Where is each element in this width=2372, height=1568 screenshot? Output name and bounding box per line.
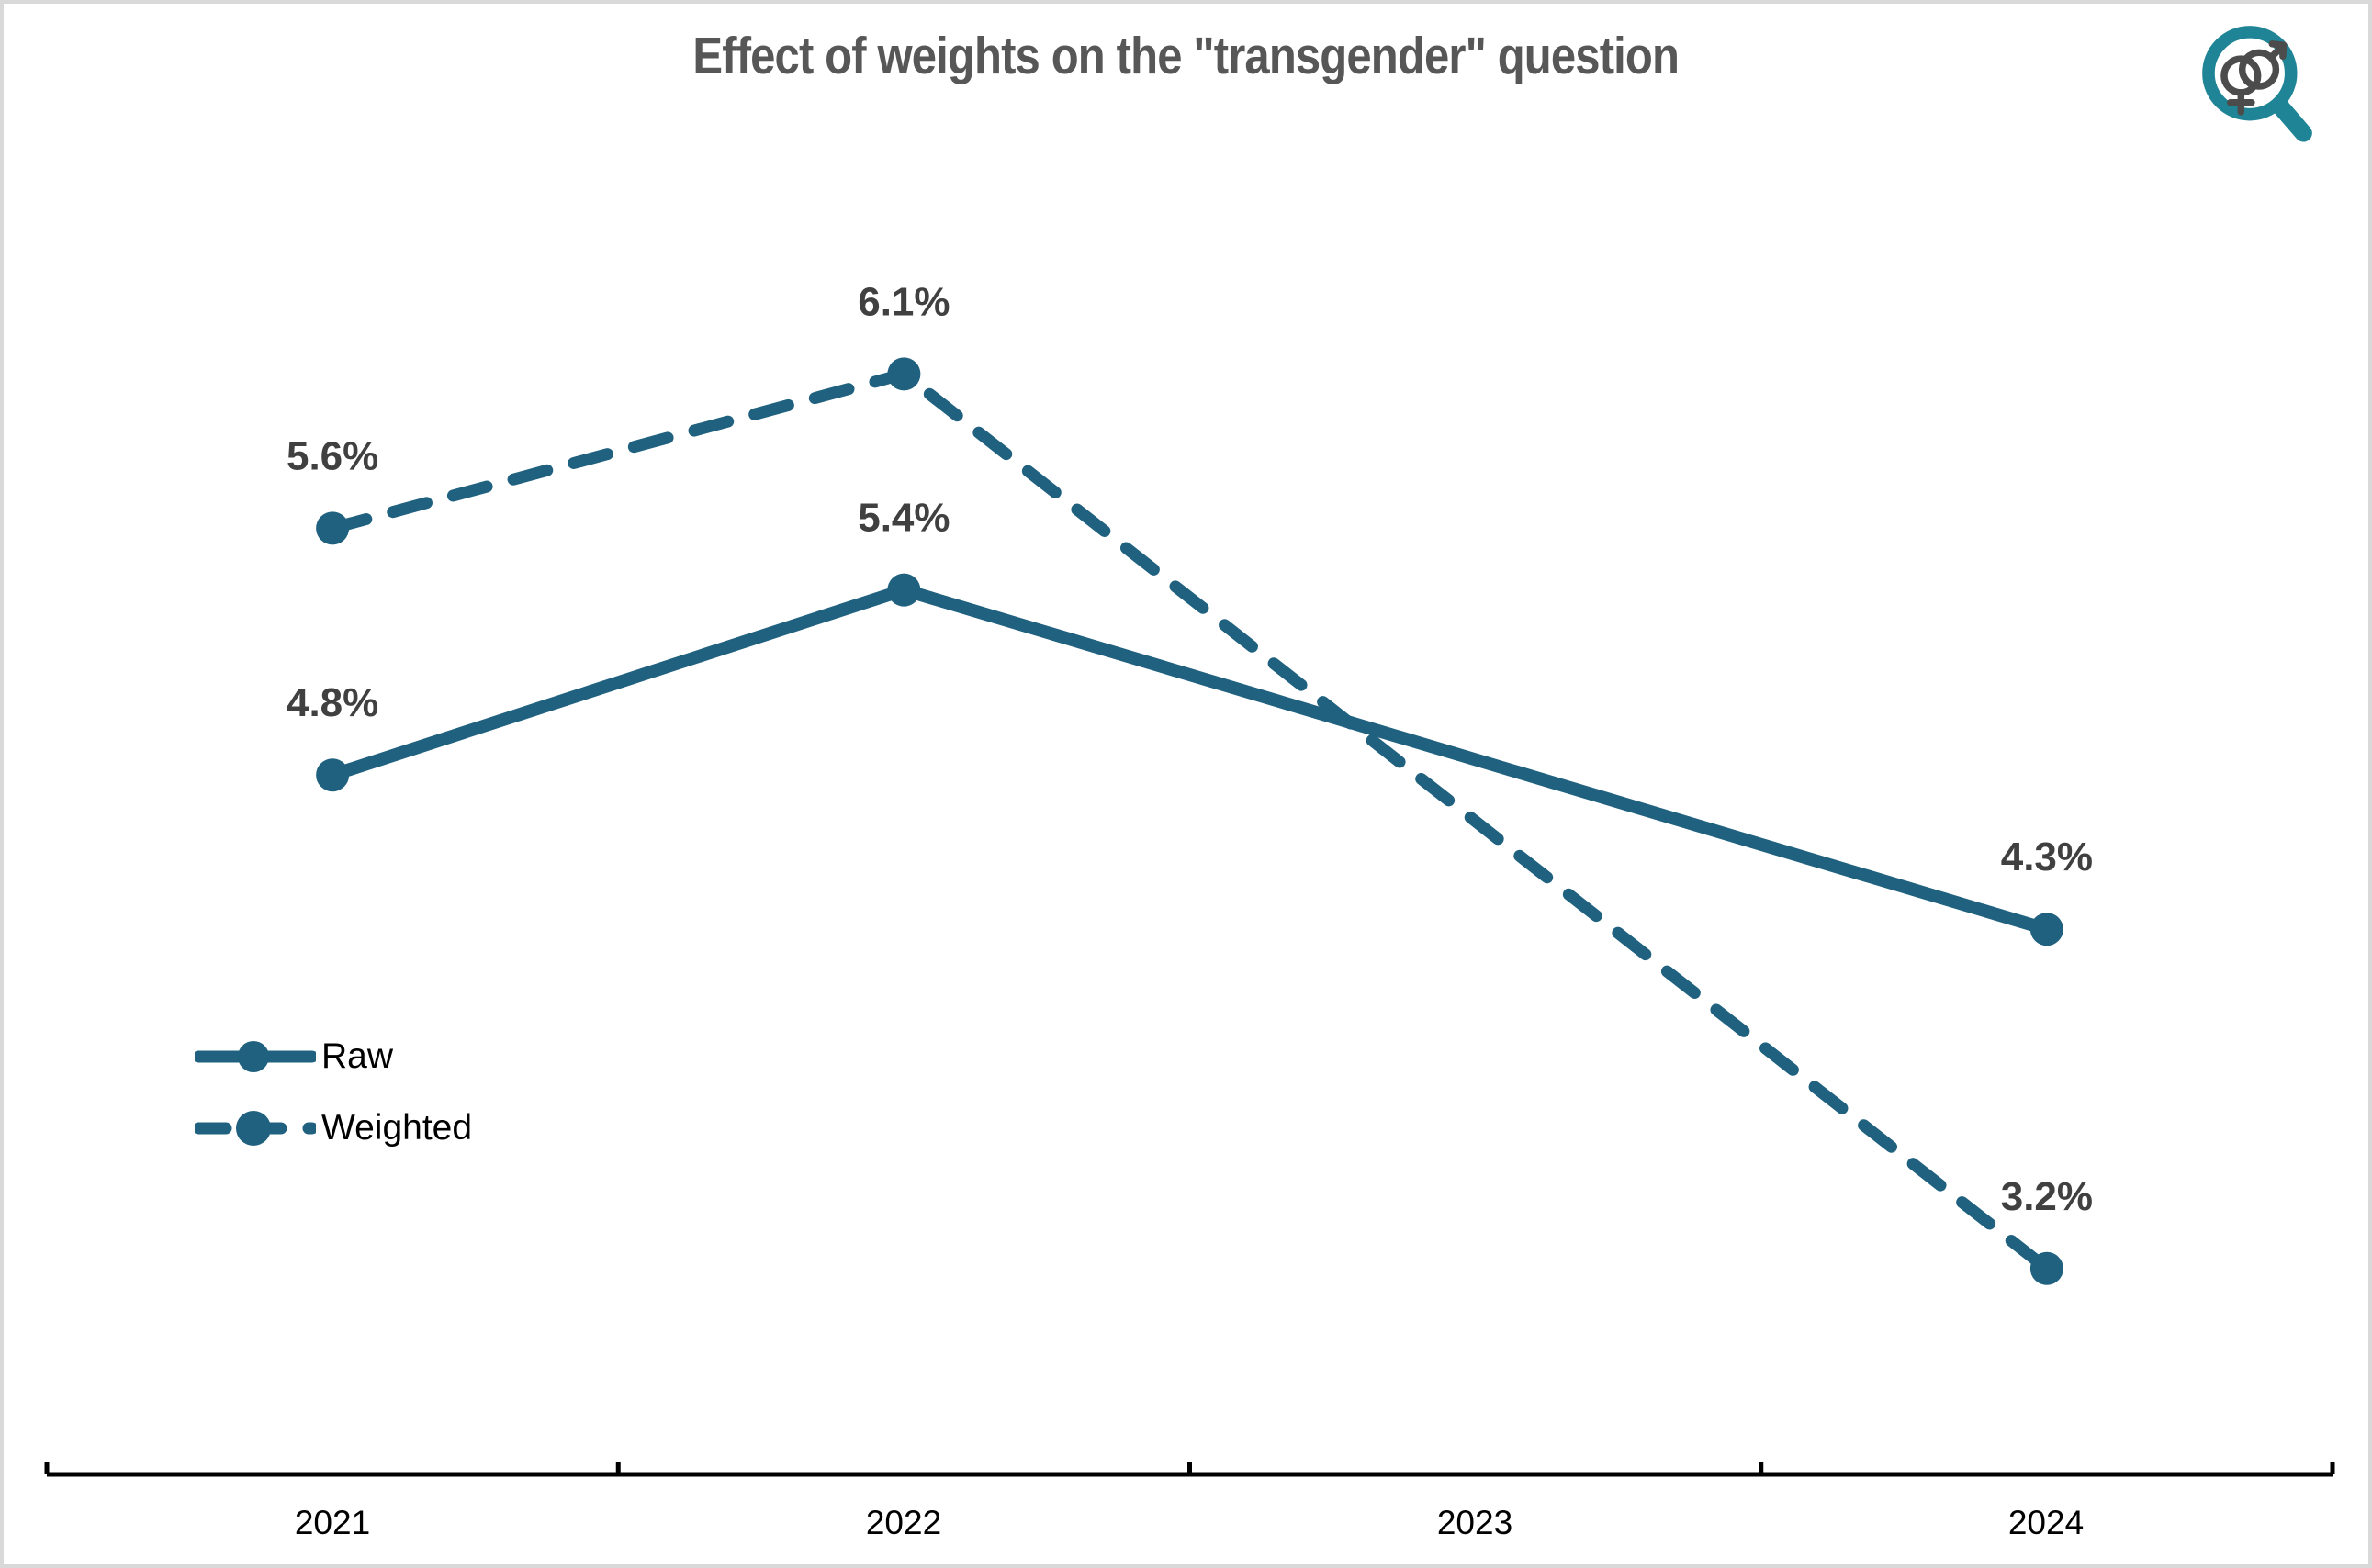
series-weighted-marker: [2029, 1251, 2063, 1285]
legend: Raw Weighted: [195, 1036, 472, 1149]
x-axis: [44, 1462, 2335, 1477]
magnifier-icon: [2202, 26, 2312, 142]
gender-magnifier-logo-icon: [2202, 26, 2312, 142]
page-title: Effect of weights on the "transgender" q…: [4, 26, 2368, 86]
data-label: 5.6%: [287, 433, 378, 478]
series-weighted-marker: [316, 511, 350, 545]
data-label: 5.4%: [858, 496, 950, 541]
x-axis-label-2024: 2024: [2007, 1504, 2085, 1541]
series-raw: 4.8% 5.4% 4.3%: [287, 496, 2093, 946]
data-label: 4.3%: [2001, 834, 2093, 879]
x-axis-label-2022: 2022: [865, 1504, 942, 1541]
data-label: 3.2%: [2001, 1174, 2093, 1219]
data-label: 6.1%: [858, 279, 950, 324]
series-raw-marker: [316, 758, 350, 792]
series-raw-marker: [887, 573, 921, 607]
weighted-dashed-line-swatch-icon: [195, 1111, 316, 1146]
raw-solid-line-swatch-icon: [195, 1041, 316, 1072]
x-axis-label-2023: 2023: [1436, 1504, 1513, 1541]
x-axis-label-2021: 2021: [294, 1504, 371, 1541]
series-weighted-line: [326, 367, 2053, 1275]
legend-item-raw: Raw: [195, 1036, 472, 1078]
series-raw-line: [326, 583, 2053, 936]
gender-symbols-icon: [2220, 40, 2288, 116]
series-weighted-marker: [887, 357, 921, 391]
series-raw-marker: [2029, 913, 2063, 946]
x-axis-labels: 2021 2022 2023 2024: [4, 1504, 2368, 1550]
legend-label-weighted: Weighted: [321, 1108, 473, 1148]
data-label: 4.8%: [287, 680, 378, 725]
line-chart-plot: 4.8% 5.4% 4.3% 5.6% 6.1% 3.2%: [44, 279, 2335, 1477]
series-weighted: 5.6% 6.1% 3.2%: [287, 279, 2093, 1285]
legend-item-weighted: Weighted: [195, 1107, 472, 1149]
chart-title-text: Effect of weights on the "transgender" q…: [692, 27, 1681, 85]
legend-label-raw: Raw: [321, 1036, 394, 1076]
